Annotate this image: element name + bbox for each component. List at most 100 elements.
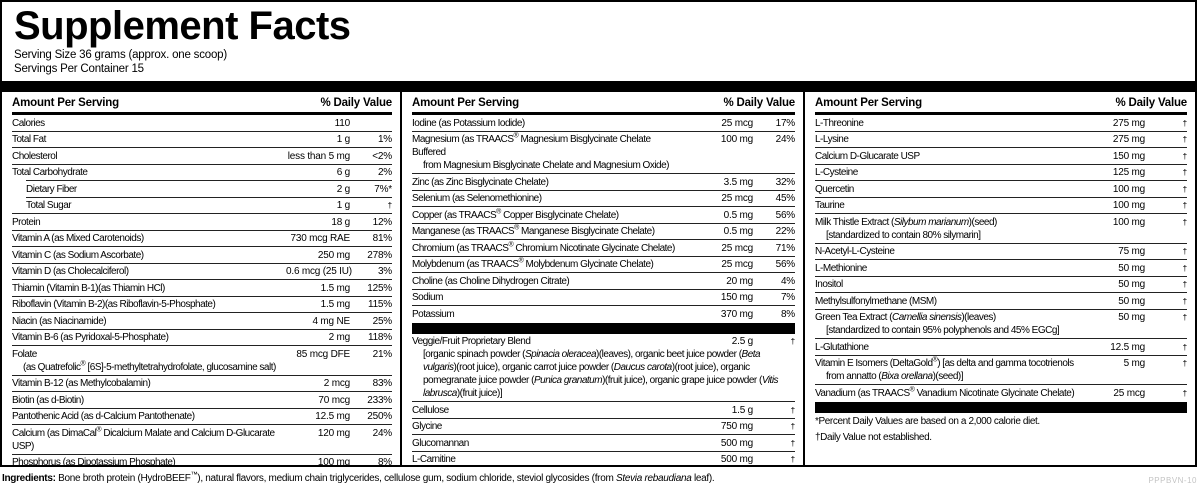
nutrient-daily-value: 233% <box>367 394 392 406</box>
nutrient-daily-value: 24% <box>775 134 795 145</box>
table-row: Vitamin E Isomers (DeltaGold®) [as delta… <box>815 354 1187 385</box>
table-row: Green Tea Extract (Camellia sinensis)(le… <box>815 308 1187 339</box>
nutrient-amount: 275 mg <box>1112 134 1145 145</box>
column-1: Amount Per Serving % Daily Value Calorie… <box>2 92 400 465</box>
table-row: Vitamin B-12 (as Methylcobalamin) 2 mcg 83… <box>12 374 392 392</box>
nutrient-amount: 18 g <box>331 216 350 228</box>
nutrient-daily-value: <2% <box>372 150 392 162</box>
table-row: Pantothenic Acid (as d-Calcium Pantothen… <box>12 407 392 425</box>
column-1-header: Amount Per Serving % Daily Value <box>12 92 392 115</box>
nutrient-amount: 100 mg <box>1112 183 1145 195</box>
nutrient-amount: 730 mcg RAE <box>290 233 351 244</box>
nutrient-daily-value: 8% <box>780 308 795 320</box>
nutrient-name: Sodium <box>412 292 443 303</box>
nutrient-name: Vitamin A (as Mixed Carotenoids) <box>12 233 144 244</box>
nutrient-name: Vitamin E Isomers (DeltaGold®) [as delta… <box>815 356 1074 369</box>
nutrient-daily-value: 45% <box>775 193 795 204</box>
product-code: PPPBVN-10 <box>1148 476 1197 485</box>
nutrient-daily-value: † <box>1182 341 1187 352</box>
footnote: †Daily Value not established. <box>815 432 932 443</box>
nutrient-name: Phosphorus (as Dipotassium Phosphate) <box>12 457 176 465</box>
nutrient-amount: 100 mg <box>317 457 350 465</box>
nutrient-subtext: [standardized to contain 80% silymarin] <box>826 229 981 241</box>
nutrient-name: Magnesium (as TRAACS® Magnesium Bisglyci… <box>412 132 651 158</box>
nutrient-daily-value: 21% <box>372 348 392 360</box>
nutrient-name: Copper (as TRAACS® Copper Bisglycinate C… <box>412 208 619 221</box>
nutrient-name: L-Methionine <box>815 262 867 274</box>
nutrient-amount: 120 mg <box>317 427 350 439</box>
nutrient-daily-value: 115% <box>367 299 392 310</box>
nutrient-name: Vitamin B-6 (as Pyridoxal-5-Phosphate) <box>12 332 169 343</box>
nutrient-amount: 25 mcg <box>721 193 753 204</box>
nutrient-name: Green Tea Extract (Camellia sinensis)(le… <box>815 312 996 323</box>
table-row: Manganese (as TRAACS® Manganese Bisglyci… <box>412 222 795 240</box>
nutrient-name: Potassium <box>412 308 455 320</box>
table-row: Inositol 50 mg † <box>815 275 1187 293</box>
table-row: Calcium D-Glucarate USP 150 mg † <box>815 147 1187 164</box>
nutrient-amount: 75 mg <box>1118 246 1145 257</box>
column-header-amount: Amount Per Serving <box>412 97 519 109</box>
nutrient-amount: 20 mg <box>726 275 753 287</box>
nutrient-name: Calories <box>12 117 45 129</box>
nutrient-daily-value: † <box>1182 358 1187 368</box>
table-row: Sodium 150 mg 7% <box>412 288 795 306</box>
nutrient-amount: 70 mcg <box>318 394 350 406</box>
table-row: Vitamin B-6 (as Pyridoxal-5-Phosphate) 2 … <box>12 328 392 346</box>
columns-container: Amount Per Serving % Daily Value Calorie… <box>2 92 1195 465</box>
nutrient-name: Inositol <box>815 279 843 290</box>
table-row: Selenium (as Selenomethionine) 25 mcg 45% <box>412 189 795 207</box>
nutrient-amount: 25 mcg <box>721 242 753 254</box>
column-3: Amount Per Serving % Daily Value L-Threo… <box>803 92 1195 465</box>
nutrient-name: Calcium (as DimaCal® Dicalcium Malate an… <box>12 426 275 452</box>
label-box: Supplement Facts Serving Size 36 grams (… <box>0 0 1197 467</box>
nutrient-name: Vanadium (as TRAACS® Vanadium Nicotinate… <box>815 386 1075 399</box>
nutrient-subtext: (as Quatrefolic® [6S]-5-methyltetrahydro… <box>23 360 276 373</box>
table-row: Dietary Fiber 2 g 7%* <box>26 180 392 197</box>
table-row: Cholesterol less than 5 mg <2% <box>12 147 392 164</box>
table-row: Cellulose 1.5 g † <box>412 401 795 418</box>
nutrient-amount: 25 mcg <box>1113 387 1145 399</box>
nutrient-daily-value: 125% <box>367 282 392 294</box>
nutrient-daily-value: † <box>1182 387 1187 398</box>
ingredients-line: Ingredients: Bone broth protein (HydroBE… <box>2 471 715 484</box>
footnote: *Percent Daily Values are based on a 2,0… <box>815 415 1040 427</box>
nutrient-name: N-Acetyl-L-Cysteine <box>815 246 895 257</box>
nutrient-daily-value: † <box>1182 150 1187 161</box>
nutrient-daily-value: 4% <box>780 275 795 287</box>
nutrient-name: Total Fat <box>12 134 46 145</box>
nutrient-name: Total Sugar <box>26 200 72 211</box>
nutrient-amount: 110 <box>334 117 351 129</box>
nutrient-name: L-Carnitine <box>412 454 456 465</box>
nutrient-amount: 12.5 mg <box>1110 341 1145 353</box>
table-row: Riboflavin (Vitamin B-2)(as Riboflavin-5… <box>12 295 392 313</box>
nutrient-daily-value: † <box>1182 312 1187 322</box>
nutrient-daily-value: 81% <box>372 233 392 244</box>
nutrient-daily-value: 17% <box>775 117 795 129</box>
nutrient-name: Molybdenum (as TRAACS® Molybdenum Glycin… <box>412 257 654 270</box>
nutrient-daily-value: † <box>1182 167 1187 177</box>
nutrient-daily-value: 278% <box>367 249 392 261</box>
nutrient-name: Cellulose <box>412 404 449 416</box>
nutrient-amount: 2.5 g <box>731 336 753 347</box>
nutrient-amount: 50 mg <box>1118 312 1145 323</box>
table-row: Copper (as TRAACS® Copper Bisglycinate C… <box>412 206 795 223</box>
nutrient-name: L-Lysine <box>815 134 849 145</box>
nutrient-subtext: from annatto (Bixa orellana)(seed)] <box>826 371 964 382</box>
nutrient-name: Biotin (as d-Biotin) <box>12 394 84 406</box>
nutrient-amount: 85 mcg DFE <box>296 348 350 360</box>
table-row: N-Acetyl-L-Cysteine 75 mg † <box>815 242 1187 260</box>
nutrient-amount: 250 mg <box>317 249 350 261</box>
nutrient-subtext: [organic spinach powder (Spinacia olerac… <box>423 349 779 399</box>
table-row: Vitamin A (as Mixed Carotenoids) 730 mcg … <box>12 229 392 247</box>
nutrient-amount: 1 g <box>336 134 351 145</box>
nutrient-amount: 25 mcg <box>721 117 753 129</box>
column-header-dv: % Daily Value <box>320 97 392 109</box>
table-row: Methylsulfonylmethane (MSM) 50 mg † <box>815 292 1187 309</box>
nutrient-daily-value: † <box>790 404 795 415</box>
nutrient-name: Folate <box>12 348 37 360</box>
nutrient-amount: 25 mcg <box>721 259 753 270</box>
nutrient-daily-value: 2% <box>377 167 392 178</box>
section-divider-bar <box>815 401 1187 413</box>
nutrient-amount: 1.5 mg <box>320 299 351 310</box>
